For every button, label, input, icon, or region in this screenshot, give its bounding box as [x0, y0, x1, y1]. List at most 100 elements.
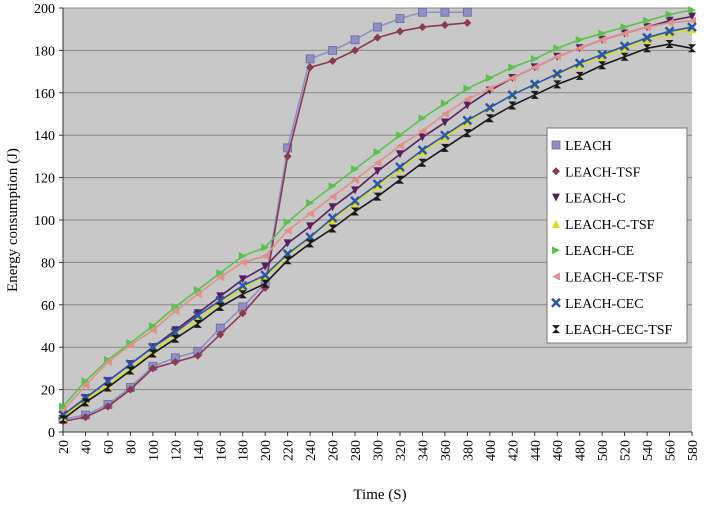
data-point — [530, 54, 539, 63]
data-point — [418, 133, 427, 142]
data-point — [687, 22, 697, 32]
data-point — [529, 79, 540, 90]
data-point — [193, 309, 202, 318]
data-point — [620, 23, 629, 32]
data-point — [643, 35, 652, 44]
legend-item: LEACH-CEC — [551, 297, 644, 312]
data-point — [463, 129, 472, 138]
data-point — [485, 84, 494, 93]
data-point — [620, 52, 629, 61]
x-tick-label: 40 — [79, 440, 94, 454]
data-point — [328, 46, 337, 55]
data-point — [238, 309, 247, 318]
data-point — [351, 175, 360, 184]
data-point — [395, 150, 404, 159]
data-point — [306, 199, 315, 208]
data-point — [283, 239, 292, 248]
data-point — [463, 118, 472, 127]
data-point — [261, 273, 270, 282]
x-tick-label: 300 — [372, 440, 387, 461]
data-point — [328, 182, 337, 191]
legend-label: LEACH — [565, 139, 612, 154]
data-point — [643, 16, 652, 25]
data-point — [418, 7, 427, 17]
data-point — [530, 90, 539, 99]
data-point — [418, 158, 427, 167]
data-point — [126, 366, 135, 375]
data-point — [216, 269, 225, 277]
data-point — [171, 326, 180, 335]
data-point — [688, 44, 696, 53]
data-point — [418, 148, 427, 157]
x-tick-label: 240 — [304, 440, 319, 461]
x-tick-label: 500 — [596, 440, 611, 461]
data-point — [418, 126, 427, 135]
x-tick-label: 420 — [506, 440, 521, 461]
y-tick-label: 40 — [41, 341, 55, 356]
data-point — [598, 29, 607, 38]
data-point — [440, 99, 449, 108]
data-point — [598, 35, 607, 44]
legend-item: LEACH-CEC-TSF — [552, 323, 673, 338]
data-point — [373, 167, 382, 176]
data-point — [463, 101, 472, 110]
data-point — [463, 84, 472, 93]
data-point — [261, 279, 270, 288]
legend-label: LEACH-C-TSF — [565, 218, 655, 233]
data-point — [620, 44, 629, 53]
x-tick-label: 200 — [259, 440, 274, 461]
data-point — [395, 141, 404, 150]
data-point — [463, 18, 472, 27]
data-point — [688, 6, 696, 15]
data-point — [216, 330, 225, 339]
data-point — [238, 290, 247, 299]
x-tick-label: 340 — [416, 440, 431, 461]
series-4 — [59, 6, 696, 411]
x-tick-label: 180 — [237, 440, 252, 461]
data-point — [306, 222, 315, 231]
x-tick-label: 560 — [664, 440, 679, 461]
series-7 — [59, 40, 696, 424]
data-point — [81, 377, 90, 386]
data-point — [395, 14, 405, 24]
data-point — [193, 319, 202, 328]
data-point — [103, 358, 112, 367]
data-point — [598, 52, 607, 61]
legend-item: LEACH-TSF — [552, 165, 641, 180]
y-tick-label: 140 — [34, 129, 55, 144]
x-tick-label: 80 — [124, 440, 139, 454]
legend: LEACH LEACH-TSF LEACH-C LEACH-C-TSF LEACH-CE… — [546, 127, 688, 344]
data-point — [440, 20, 449, 29]
data-point — [148, 349, 157, 358]
data-point — [306, 209, 315, 218]
data-point — [620, 29, 629, 38]
data-point — [126, 341, 135, 350]
data-point — [597, 49, 608, 60]
legend-item: LEACH-C — [552, 192, 626, 207]
data-point — [642, 32, 652, 43]
data-point — [508, 101, 517, 110]
data-point — [306, 63, 315, 72]
data-point — [238, 252, 247, 261]
data-point — [462, 7, 472, 17]
data-point — [216, 292, 225, 301]
legend-marker — [552, 193, 560, 202]
data-point — [440, 133, 449, 142]
data-point — [103, 383, 112, 392]
y-tick-label: 180 — [34, 44, 55, 59]
data-point — [148, 364, 157, 373]
legend-marker — [552, 167, 560, 176]
x-tick-label: 460 — [551, 440, 566, 461]
data-point — [171, 307, 180, 316]
data-point — [553, 52, 562, 61]
x-tick-label: 360 — [439, 440, 454, 461]
data-point — [193, 285, 202, 294]
data-point — [373, 182, 382, 191]
x-tick-label: 480 — [574, 440, 589, 461]
data-point — [193, 290, 202, 299]
x-tick-label: 120 — [169, 440, 184, 461]
data-point — [598, 61, 607, 70]
data-point — [440, 130, 450, 141]
